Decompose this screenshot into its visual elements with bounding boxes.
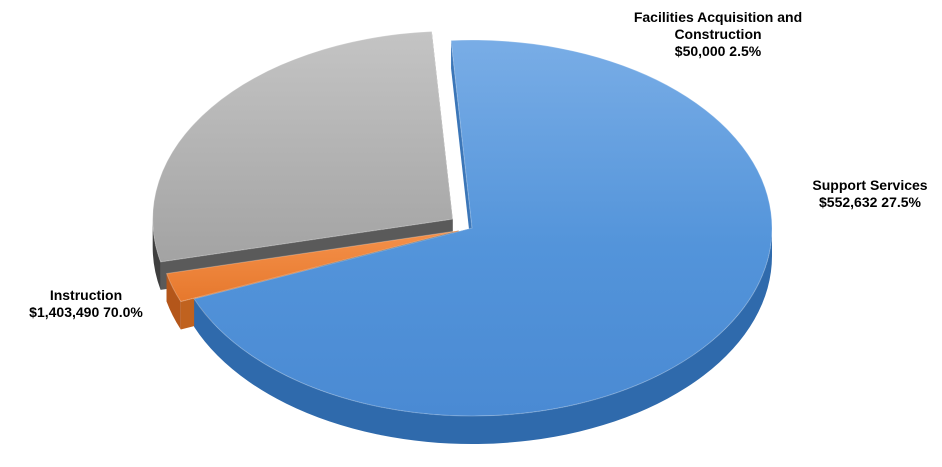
pie-side-support-0: [152, 219, 161, 290]
pie-wall-instruction-0: [451, 40, 472, 256]
slice-label-support-services: Support Services $552,632 27.5%: [798, 177, 942, 211]
pie-side-facilities-0: [166, 273, 181, 330]
pie-slice-support: [152, 31, 454, 263]
slice-label-line: Support Services: [812, 177, 928, 193]
slice-label-line: $50,000 2.5%: [674, 43, 762, 59]
slice-label-facilities: Facilities Acquisition and Construction …: [602, 9, 834, 60]
pie-slice-facilities: [165, 230, 459, 303]
slice-label-line: $552,632 27.5%: [819, 194, 921, 210]
slice-label-line: $1,403,490 70.0%: [29, 304, 143, 320]
pie-side-instruction-0: [194, 228, 772, 444]
slice-label-line: Instruction: [49, 287, 123, 303]
slice-label-line: Facilities Acquisition and: [633, 9, 803, 25]
slice-label-instruction: Instruction $1,403,490 70.0%: [8, 287, 164, 321]
pie-slice-instruction: [193, 39, 773, 417]
slice-label-line: Construction: [674, 26, 762, 42]
